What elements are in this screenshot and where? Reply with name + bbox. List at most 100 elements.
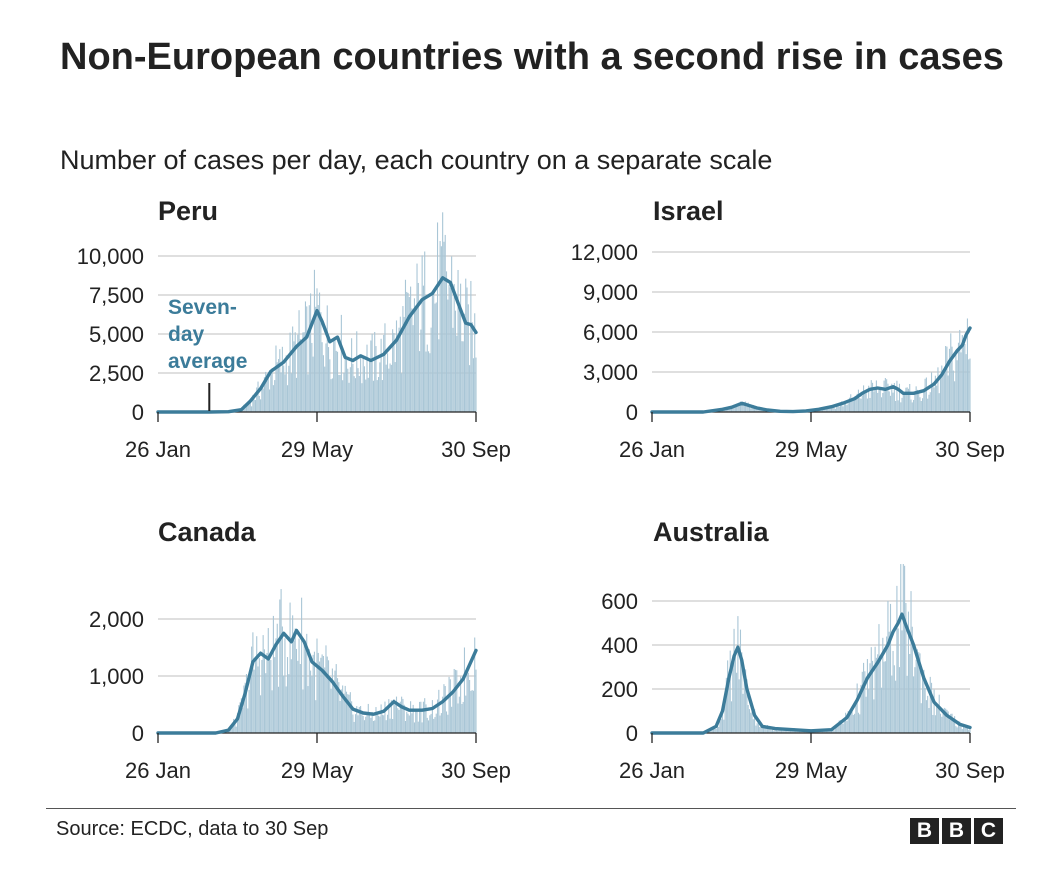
daily-bar xyxy=(837,724,839,733)
daily-bar xyxy=(927,398,929,412)
daily-bar xyxy=(331,378,333,412)
bbc-logo: B B C xyxy=(910,818,1003,844)
daily-bar xyxy=(276,362,278,412)
daily-bar xyxy=(929,392,931,412)
daily-bar xyxy=(420,701,422,733)
daily-bar xyxy=(426,344,428,412)
daily-bar xyxy=(470,280,472,412)
annotation-label: Seven- xyxy=(168,296,237,319)
daily-bar xyxy=(846,721,848,733)
y-tick-label: 0 xyxy=(626,400,638,425)
daily-bar xyxy=(739,401,742,412)
daily-bar xyxy=(846,405,848,412)
daily-bar xyxy=(425,351,427,412)
daily-bar xyxy=(390,700,392,733)
daily-bar xyxy=(934,375,936,412)
daily-bar xyxy=(873,699,875,733)
panel-title: Australia xyxy=(653,517,770,547)
daily-bar xyxy=(955,349,957,412)
daily-bar xyxy=(236,713,239,733)
daily-bar xyxy=(748,709,750,733)
daily-bar xyxy=(861,395,863,412)
daily-bar xyxy=(841,401,843,412)
daily-bar xyxy=(371,333,373,412)
daily-bar xyxy=(265,371,267,412)
daily-bar xyxy=(788,729,790,733)
daily-bar xyxy=(766,725,768,733)
daily-bar xyxy=(393,333,395,412)
daily-bar xyxy=(866,398,868,412)
daily-bar xyxy=(357,368,359,412)
daily-bar xyxy=(869,397,871,412)
daily-bar xyxy=(283,675,285,733)
annotation-label: day xyxy=(168,323,205,346)
daily-bar xyxy=(751,706,753,733)
daily-bar xyxy=(288,674,290,733)
daily-bar xyxy=(352,714,354,733)
daily-bar xyxy=(916,389,918,412)
daily-bar xyxy=(290,373,292,412)
daily-bar xyxy=(852,714,854,733)
daily-bar xyxy=(277,359,280,412)
daily-bar xyxy=(824,409,826,412)
daily-bar xyxy=(855,704,857,733)
daily-bar xyxy=(257,666,259,733)
y-tick-label: 3,000 xyxy=(583,360,638,385)
daily-bar xyxy=(430,713,432,733)
daily-bar xyxy=(269,659,271,733)
daily-bar xyxy=(729,650,731,733)
daily-bar xyxy=(960,352,962,412)
daily-bar xyxy=(322,656,324,733)
daily-bar xyxy=(310,293,312,412)
daily-bar xyxy=(936,706,938,733)
daily-bar xyxy=(303,332,305,412)
daily-bar xyxy=(380,704,382,733)
daily-bar xyxy=(327,660,330,733)
daily-bar xyxy=(875,657,877,733)
daily-bar xyxy=(298,310,300,412)
daily-bar xyxy=(902,394,904,412)
daily-bar xyxy=(354,714,357,733)
daily-bar xyxy=(928,394,930,412)
y-tick-label: 5,000 xyxy=(89,322,144,347)
daily-bar xyxy=(289,332,291,412)
daily-bar xyxy=(343,372,345,412)
daily-bar xyxy=(905,387,907,412)
daily-bar xyxy=(352,363,354,412)
daily-bar xyxy=(932,382,934,412)
daily-bar xyxy=(469,365,471,412)
daily-bar xyxy=(362,716,364,733)
daily-bar xyxy=(461,704,463,733)
daily-bar xyxy=(832,729,834,733)
daily-bar xyxy=(906,675,908,733)
daily-bar xyxy=(453,668,455,733)
daily-bar xyxy=(946,346,948,412)
daily-bar xyxy=(275,638,277,733)
daily-bar xyxy=(345,360,348,412)
daily-bar xyxy=(868,689,870,733)
daily-bar xyxy=(345,691,348,733)
daily-bar xyxy=(374,720,376,733)
daily-bar xyxy=(463,647,466,733)
daily-bar xyxy=(839,402,842,412)
daily-bar xyxy=(286,385,289,412)
daily-bar xyxy=(280,589,282,733)
chart-title: Non-European countries with a second ris… xyxy=(60,36,1004,78)
daily-bar xyxy=(796,730,798,733)
daily-bar xyxy=(471,690,473,733)
daily-bar xyxy=(742,693,744,733)
daily-bar xyxy=(413,298,415,412)
daily-bar xyxy=(249,672,251,733)
daily-bar xyxy=(412,704,414,733)
daily-bar xyxy=(738,402,740,412)
daily-bar xyxy=(911,402,913,412)
daily-bar xyxy=(358,376,360,412)
y-tick-label: 400 xyxy=(601,633,638,658)
daily-bar xyxy=(375,346,377,412)
daily-bar xyxy=(385,720,387,733)
daily-bar xyxy=(239,702,241,733)
daily-bar xyxy=(311,342,313,412)
daily-bar xyxy=(968,359,970,412)
daily-bar xyxy=(875,380,877,412)
daily-bar xyxy=(340,314,342,412)
